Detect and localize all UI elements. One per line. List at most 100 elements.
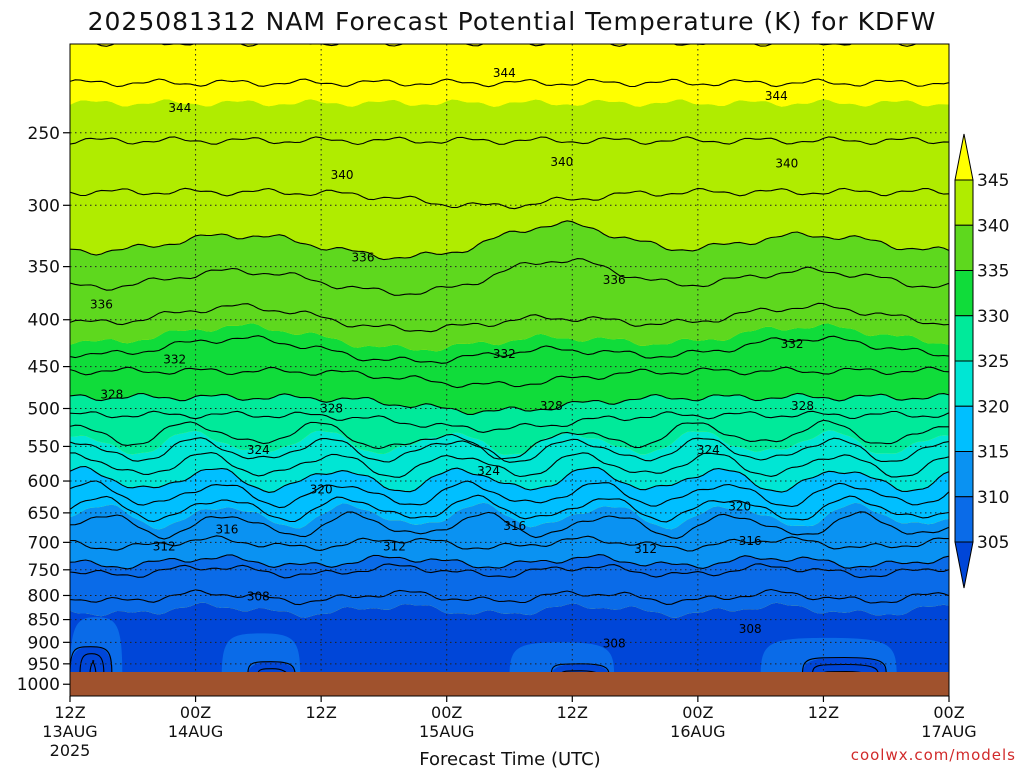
y-tick-label: 750 xyxy=(28,561,60,581)
contour-label: 316 xyxy=(503,519,526,533)
legend-label: 315 xyxy=(977,443,1009,463)
legend-color-box xyxy=(954,224,974,271)
contour-label: 308 xyxy=(247,589,270,603)
pocket-contour-line xyxy=(89,660,97,675)
plot-frame xyxy=(69,43,950,697)
isentrope-contour-line xyxy=(70,511,949,540)
legend-color-box xyxy=(954,179,974,226)
y-tick-label: 450 xyxy=(28,358,60,378)
y-tick-label: 550 xyxy=(28,437,60,457)
legend-label: 325 xyxy=(977,352,1009,372)
contour-label: 324 xyxy=(477,464,500,478)
y-tick-label: 800 xyxy=(28,586,60,606)
isentrope-contour-line xyxy=(70,302,949,333)
y-tick-label: 400 xyxy=(28,311,60,331)
contour-label: 340 xyxy=(550,155,573,169)
contour-label-text: 344 xyxy=(168,101,191,115)
contour-fill-band xyxy=(70,502,949,569)
contour-label-text: 340 xyxy=(331,168,354,182)
y-tick-label: 950 xyxy=(28,655,60,675)
isentrope-contour-line xyxy=(70,136,949,146)
contour-fill-band xyxy=(70,99,949,260)
contour-label: 308 xyxy=(603,637,626,651)
isentrope-contour-line xyxy=(70,410,949,433)
legend-color-box xyxy=(954,315,974,362)
color-legend: 345 340 335 330 325 320 315 310 305 xyxy=(954,133,1009,589)
isentrope-contour-line xyxy=(70,392,949,415)
y-tick-label: 500 xyxy=(28,400,60,420)
contour-label: 312 xyxy=(383,539,406,553)
contour-label-text: 328 xyxy=(100,388,123,402)
x-tick-label: 00Z xyxy=(180,703,211,722)
legend-label: 305 xyxy=(977,533,1009,553)
contour-label-text: 312 xyxy=(383,539,406,553)
contour-label-text: 320 xyxy=(310,483,333,497)
legend-label: 320 xyxy=(977,397,1009,417)
contour-label-text: 308 xyxy=(247,589,270,603)
legend-label: 335 xyxy=(977,262,1009,282)
contour-label-text: 324 xyxy=(697,443,720,457)
contour-label-text: 328 xyxy=(540,399,563,413)
contour-label-text: 344 xyxy=(493,66,516,80)
x-tick-label: 2025 xyxy=(50,741,91,760)
y-tick-label: 250 xyxy=(28,124,60,144)
legend-arrow-bottom xyxy=(954,541,974,589)
contour-label: 324 xyxy=(247,443,270,457)
contour-label: 316 xyxy=(739,534,762,548)
isentrope-contour-line xyxy=(70,494,949,523)
legend-color-box xyxy=(954,496,974,543)
contour-label: 336 xyxy=(352,250,375,264)
contour-label: 316 xyxy=(216,523,239,537)
y-tick-label: 600 xyxy=(28,472,60,492)
contour-label-text: 316 xyxy=(216,523,239,537)
contour-label-text: 328 xyxy=(320,402,343,416)
contour-label: 328 xyxy=(100,388,123,402)
contour-label: 328 xyxy=(791,399,814,413)
contour-label: 320 xyxy=(310,483,333,497)
contour-label-text: 324 xyxy=(247,443,270,457)
contour-fill-band xyxy=(70,323,949,415)
legend-label: 330 xyxy=(977,307,1009,327)
contour-label: 312 xyxy=(634,542,657,556)
legend-label: 310 xyxy=(977,488,1009,508)
pocket-contour-line xyxy=(801,656,887,675)
contour-label-text: 316 xyxy=(503,519,526,533)
pocket-contour-line xyxy=(70,646,113,675)
x-tick-label: 13AUG xyxy=(42,722,97,741)
plot-area: 344 344 344 340 340 340 336 336 336 332 332 332 328 3… xyxy=(69,43,950,697)
isentrope-contour-line xyxy=(70,335,949,364)
isentrope-contour-line xyxy=(70,437,949,463)
contour-label: 344 xyxy=(168,101,191,115)
contour-label-text: 340 xyxy=(775,156,798,170)
x-tick-label: 12Z xyxy=(808,703,839,722)
contour-fill-band xyxy=(70,466,949,530)
y-tick-label: 700 xyxy=(28,533,60,553)
contour-label-text: 316 xyxy=(739,534,762,548)
contour-label: 332 xyxy=(781,337,804,351)
cool-pocket-fill xyxy=(802,657,887,676)
isentrope-contour-line xyxy=(70,187,949,210)
legend-color-box xyxy=(954,270,974,317)
isentrope-contour-line xyxy=(70,419,949,460)
legend-color-box xyxy=(954,405,974,452)
contour-label-text: 336 xyxy=(603,273,626,287)
contour-label: 336 xyxy=(603,273,626,287)
isentrope-contour-line xyxy=(70,563,949,579)
y-axis: 2503003504004505005506006507007508008509… xyxy=(17,124,70,695)
y-tick-label: 650 xyxy=(28,504,60,524)
y-tick-label: 300 xyxy=(28,196,60,216)
legend-color-box xyxy=(954,451,974,498)
credit-text: coolwx.com/models xyxy=(851,746,1016,764)
x-tick-label: 00Z xyxy=(682,703,713,722)
contour-label-text: 336 xyxy=(352,250,375,264)
contour-label-text: 312 xyxy=(634,542,657,556)
contour-label: 332 xyxy=(163,352,186,366)
contour-label-text: 332 xyxy=(493,347,516,361)
contour-label: 328 xyxy=(320,402,343,416)
contour-label: 332 xyxy=(493,347,516,361)
y-tick-label: 1000 xyxy=(17,675,60,695)
contour-label: 324 xyxy=(697,443,720,457)
x-tick-label: 00Z xyxy=(431,703,462,722)
